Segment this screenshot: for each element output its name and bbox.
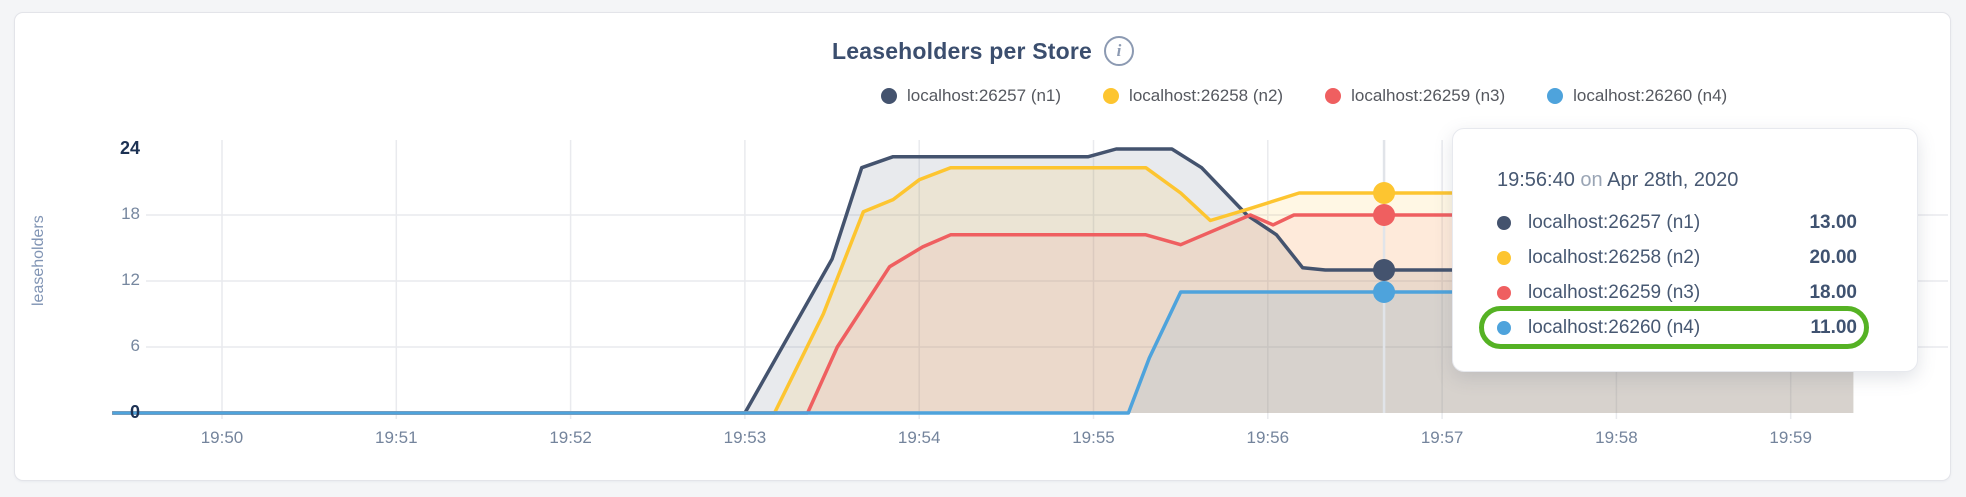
x-axis-tick: 19:52 (549, 428, 592, 447)
tooltip-time: 19:56:40 (1497, 169, 1575, 191)
y-axis-tick: 12 (121, 270, 140, 289)
chart-header: Leaseholders per Store i (0, 34, 1966, 68)
legend-label: localhost:26257 (n1) (907, 86, 1062, 105)
tooltip-row: localhost:26259 (n3) 18.00 (1497, 275, 1857, 310)
y-axis-tick: 24 (119, 138, 140, 158)
tooltip-series-label: localhost:26258 (n2) (1528, 246, 1701, 268)
series-area (112, 167, 1854, 413)
hover-marker (1373, 182, 1396, 204)
y-axis-tick: 6 (130, 336, 140, 355)
x-axis-tick: 19:54 (897, 428, 941, 447)
series-area (112, 215, 1854, 413)
tooltip-date: Apr 28th, 2020 (1607, 169, 1739, 191)
series-area (112, 292, 1854, 413)
tooltip-row-highlighted: localhost:26260 (n4) 11.00 (1479, 306, 1869, 349)
tooltip-series-value: 13.00 (1809, 211, 1857, 233)
series-dot-icon (1103, 88, 1120, 104)
y-axis-tick: 0 (129, 402, 140, 422)
series-dot-icon (1497, 285, 1511, 300)
series-area (112, 149, 1854, 413)
legend-item[interactable]: localhost:26260 (n4) (1547, 86, 1727, 106)
legend-item[interactable]: localhost:26259 (n3) (1325, 86, 1505, 106)
x-axis-tick: 19:51 (375, 428, 418, 447)
tooltip-timestamp: 19:56:40 on Apr 28th, 2020 (1497, 167, 1857, 193)
series-dot-icon (1497, 215, 1511, 230)
tooltip-separator: on (1580, 169, 1603, 191)
tooltip-series-value: 11.00 (1810, 316, 1858, 338)
x-axis-tick: 19:50 (200, 428, 244, 447)
series-dot-icon (881, 88, 897, 104)
legend-item[interactable]: localhost:26258 (n2) (1103, 86, 1283, 106)
tooltip-series-label: localhost:26259 (n3) (1528, 281, 1701, 303)
legend-item[interactable]: localhost:26257 (n1) (881, 86, 1061, 106)
x-axis-tick: 19:59 (1769, 428, 1812, 447)
series-line (112, 165, 1854, 415)
info-icon[interactable]: i (1104, 36, 1135, 66)
tooltip-series-label: localhost:26257 (n1) (1528, 211, 1701, 233)
x-axis-tick: 19:56 (1246, 428, 1290, 447)
series-dot-icon (1547, 88, 1564, 104)
series-dot-icon (1497, 250, 1511, 265)
chart-tooltip: 19:56:40 on Apr 28th, 2020 localhost:262… (1452, 128, 1918, 372)
legend-label: localhost:26259 (n3) (1351, 86, 1506, 105)
y-axis-title: leaseholders (30, 215, 47, 307)
hover-marker (1373, 281, 1396, 303)
series-dot-icon (1497, 320, 1511, 335)
tooltip-series-label: localhost:26260 (n4) (1528, 316, 1701, 338)
x-axis-tick: 19:57 (1420, 428, 1464, 447)
hover-marker (1373, 259, 1396, 281)
series-line (112, 213, 1854, 415)
series-line (112, 290, 1854, 415)
chart-title: Leaseholders per Store (831, 37, 1093, 64)
tooltip-row: localhost:26257 (n1) 13.00 (1497, 205, 1857, 240)
chart-legend: localhost:26257 (n1) localhost:26258 (n2… (881, 84, 1727, 108)
y-axis-tick: 18 (121, 204, 140, 223)
legend-label: localhost:26260 (n4) (1573, 86, 1728, 105)
series-line (112, 147, 1854, 415)
tooltip-series-value: 20.00 (1809, 246, 1857, 268)
legend-label: localhost:26258 (n2) (1129, 86, 1284, 105)
tooltip-series-value: 18.00 (1809, 281, 1857, 303)
x-axis-tick: 19:58 (1595, 428, 1638, 447)
tooltip-row: localhost:26258 (n2) 20.00 (1497, 240, 1857, 275)
hover-marker (1373, 204, 1396, 226)
x-axis-tick: 19:53 (723, 428, 767, 447)
x-axis-tick: 19:55 (1072, 428, 1115, 447)
series-dot-icon (1325, 88, 1342, 104)
